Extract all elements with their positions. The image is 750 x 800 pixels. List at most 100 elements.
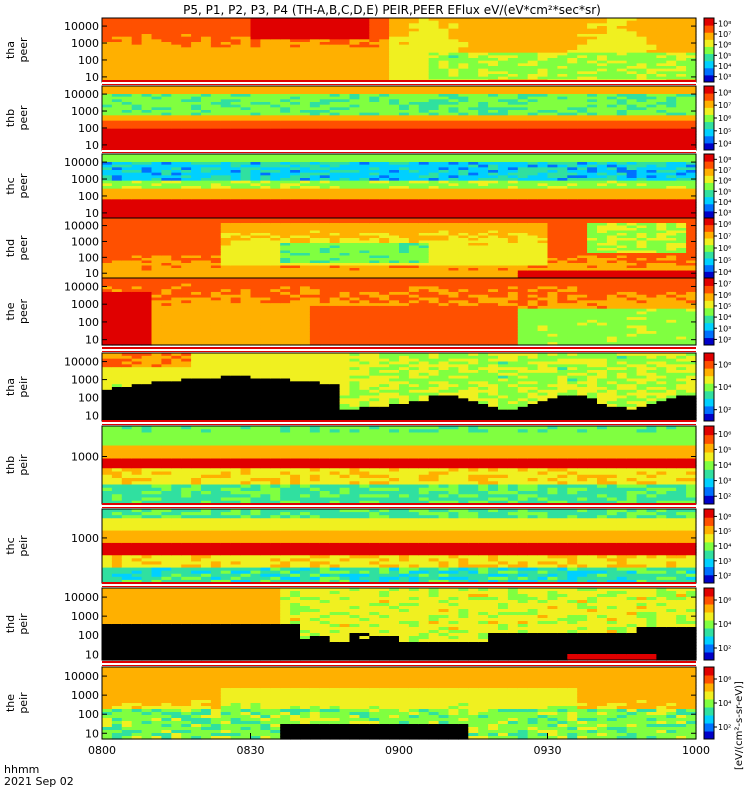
spectrogram-cell	[369, 107, 380, 111]
spectrogram-cell	[102, 144, 113, 148]
spectrogram-cell	[240, 260, 252, 264]
spectrogram-cell	[201, 94, 212, 98]
spectrogram-cell	[458, 23, 469, 27]
spectrogram-cell	[329, 178, 341, 182]
spectrogram-cell	[191, 26, 202, 30]
spectrogram-cell	[151, 52, 162, 56]
spectrogram-cell	[290, 74, 301, 78]
spectrogram-cell	[379, 136, 390, 140]
spectrogram-cell	[676, 110, 687, 114]
spectrogram-cell	[418, 207, 430, 211]
spectrogram-cell	[537, 71, 549, 75]
spectrogram-cell	[161, 20, 172, 24]
spectrogram-cell	[151, 191, 162, 195]
spectrogram-cell	[280, 139, 291, 143]
spectrogram-cell	[121, 88, 133, 92]
spectrogram-cell	[616, 76, 628, 80]
spectrogram-cell	[646, 207, 657, 211]
spectrogram-cell	[270, 31, 281, 35]
spectrogram-cell	[171, 139, 182, 143]
spectrogram-cell	[399, 23, 410, 27]
colorbar-tick-label: 10⁷	[718, 101, 731, 110]
spectrogram-cell	[339, 128, 351, 132]
spectrogram-cell	[220, 66, 232, 70]
spectrogram-cell	[656, 36, 667, 40]
spectrogram-cell	[329, 159, 341, 163]
spectrogram-cell	[626, 175, 638, 179]
spectrogram-cell	[399, 50, 410, 54]
spectrogram-cell	[369, 112, 380, 116]
spectrogram-cell	[389, 118, 400, 122]
spectrogram-cell	[131, 220, 143, 224]
spectrogram-cell	[646, 134, 657, 138]
spectrogram-cell	[102, 263, 113, 267]
spectrogram-cell	[567, 162, 578, 166]
spectrogram-cell	[428, 39, 440, 43]
spectrogram-cell	[428, 18, 440, 22]
spectrogram-cell	[488, 180, 499, 184]
spectrogram-cell	[210, 58, 222, 62]
spectrogram-cell	[438, 156, 450, 160]
spectrogram-cell	[527, 102, 539, 106]
spectrogram-cell	[597, 126, 608, 130]
spectrogram-cell	[319, 178, 331, 182]
spectrogram-cell	[290, 167, 301, 171]
spectrogram-cell	[270, 154, 281, 158]
spectrogram-cell	[171, 76, 182, 80]
spectrogram-cell	[111, 63, 123, 67]
spectrogram-cell	[636, 164, 648, 168]
spectrogram-cell	[567, 36, 578, 40]
colorbar-tick-label: 10⁶	[718, 177, 731, 186]
spectrogram-cell	[438, 118, 450, 122]
spectrogram-cell	[448, 178, 459, 182]
spectrogram-cell	[507, 142, 519, 146]
spectrogram-cell	[171, 99, 182, 103]
spectrogram-cell	[379, 156, 390, 160]
spectrogram-cell	[359, 104, 370, 108]
spectrogram-cell	[418, 74, 430, 78]
spectrogram-cell	[260, 31, 271, 35]
spectrogram-cell	[230, 71, 242, 75]
spectrogram-cell	[309, 178, 321, 182]
spectrogram-cell	[111, 154, 123, 158]
spectrogram-cell	[537, 88, 549, 92]
spectrogram-cell	[656, 120, 667, 124]
spectrogram-cell	[567, 23, 578, 27]
spectrogram-cell	[369, 76, 380, 80]
spectrogram-cell	[171, 68, 182, 72]
spectrogram-cell	[210, 52, 222, 56]
spectrogram-cell	[250, 47, 261, 51]
spectrogram-cell	[161, 230, 172, 234]
spectrogram-cell	[141, 18, 153, 22]
spectrogram-cell	[339, 180, 351, 184]
spectrogram-cell	[191, 188, 202, 192]
spectrogram-cell	[102, 102, 113, 106]
spectrogram-cell	[478, 50, 489, 54]
spectrogram-cell	[478, 164, 489, 168]
spectrogram-cell	[290, 55, 301, 59]
spectrogram-cell	[517, 172, 529, 176]
spectrogram-cell	[300, 212, 311, 216]
spectrogram-cell	[636, 18, 648, 22]
spectrogram-cell	[616, 60, 628, 64]
spectrogram-cell	[547, 115, 558, 119]
spectrogram-cell	[111, 96, 123, 100]
spectrogram-cell	[240, 42, 252, 46]
spectrogram-cell	[161, 204, 172, 208]
spectrogram-cell	[329, 186, 341, 190]
spectrogram-cell	[280, 42, 291, 46]
spectrogram-cell	[339, 159, 351, 163]
spectrogram-cell	[498, 88, 509, 92]
spectrogram-cell	[567, 194, 578, 198]
spectrogram-cell	[478, 139, 489, 143]
spectrogram-cell	[359, 128, 370, 132]
spectrogram-cell	[290, 86, 301, 90]
spectrogram-cell	[438, 142, 450, 146]
spectrogram-cell	[587, 26, 598, 30]
spectrogram-cell	[270, 253, 281, 257]
spectrogram-cell	[250, 28, 261, 32]
spectrogram-cell	[349, 131, 360, 135]
spectrogram-cell	[220, 273, 232, 277]
spectrogram-cell	[399, 63, 410, 67]
spectrogram-cell	[201, 194, 212, 198]
